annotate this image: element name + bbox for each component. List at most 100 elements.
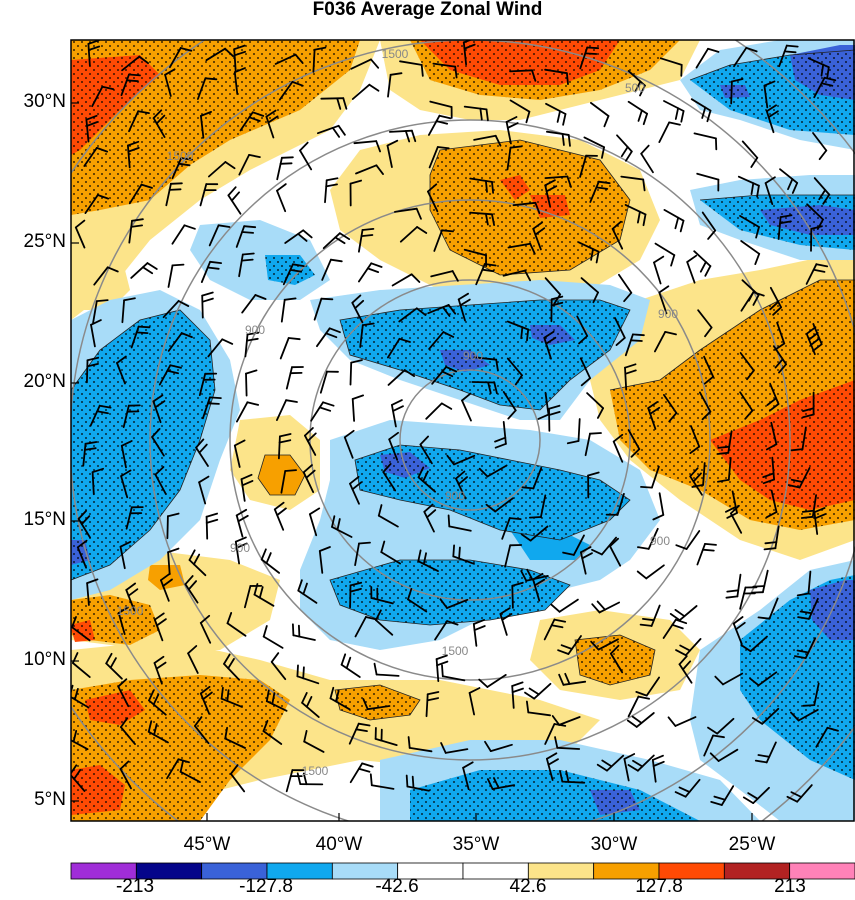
wind-barb-feather: [544, 179, 556, 187]
wind-barb: [226, 622, 247, 637]
wind-barb-feather: [241, 252, 255, 256]
wind-barb: [741, 140, 759, 159]
wind-barb-feather: [675, 544, 688, 550]
wind-barb-feather: [329, 686, 335, 700]
wind-barb: [165, 182, 172, 207]
wind-barb-feather: [392, 405, 404, 412]
wind-barb: [469, 211, 493, 216]
wind-barb: [623, 758, 630, 782]
wind-barb-feather: [630, 339, 643, 342]
wind-barb: [270, 661, 287, 681]
wind-barb-feather: [754, 759, 768, 764]
wind-barb: [159, 579, 170, 602]
wind-barb-feather: [774, 342, 786, 351]
wind-barb-feather: [814, 513, 827, 520]
wind-barb-feather: [712, 734, 725, 739]
wind-barb-feather: [76, 539, 88, 549]
wind-barb-feather: [127, 588, 139, 597]
wind-barb-feather: [790, 711, 800, 722]
wind-barb-feather: [668, 412, 678, 423]
wind-barb-feather: [800, 515, 814, 519]
wind-barb-feather: [634, 80, 642, 93]
wind-barb-feather: [426, 691, 440, 696]
wind-barb-feather: [426, 509, 437, 519]
wind-barb-feather: [454, 65, 458, 79]
wind-barb-feather: [511, 681, 524, 687]
wind-barb-feather: [735, 621, 746, 631]
wind-barb: [507, 242, 532, 249]
contour-label: 900: [230, 541, 250, 555]
wind-barb: [813, 511, 819, 535]
wind-barb-feather: [627, 764, 639, 772]
wind-barb-feather: [524, 691, 536, 700]
wind-barb: [640, 152, 654, 174]
wind-barb-feather: [495, 358, 499, 372]
wind-barb-feather: [778, 363, 787, 374]
wind-barb: [546, 130, 570, 136]
wind-barb-feather: [294, 53, 304, 64]
wind-barb-feather: [86, 121, 99, 127]
wind-barb-feather: [505, 116, 518, 123]
wind-barb: [739, 586, 747, 610]
wind-barb: [645, 564, 665, 580]
wind-barb-feather: [623, 291, 633, 303]
colorbar-label-2: -127.8: [239, 876, 293, 897]
wind-barb-feather: [597, 180, 611, 185]
wind-barb-feather: [531, 69, 537, 82]
wind-barb-feather: [826, 66, 830, 79]
wind-barb: [770, 421, 778, 446]
wind-barb: [720, 785, 735, 806]
wind-barb-feather: [234, 536, 247, 543]
wind-barb-feather: [416, 226, 428, 234]
wind-barb-feather: [445, 365, 458, 373]
wind-barb-feather: [689, 467, 699, 478]
wind-barb: [580, 551, 587, 575]
wind-barb-feather: [446, 454, 455, 466]
wind-barb: [125, 506, 133, 530]
wind-barb-feather: [223, 653, 231, 665]
wind-barb-feather: [351, 394, 365, 400]
wind-barb-feather: [812, 343, 823, 352]
colorbar-label-4: 42.6: [509, 876, 547, 897]
wind-barb: [119, 545, 126, 570]
wind-barb: [545, 102, 567, 115]
wind-barb-feather: [802, 704, 816, 707]
wind-barb-feather: [745, 47, 758, 53]
wind-barb-feather: [164, 68, 176, 76]
wind-barb-feather: [752, 294, 760, 306]
wind-barb-feather: [201, 297, 214, 303]
wind-barb-feather: [377, 504, 383, 517]
wind-barb: [284, 229, 305, 244]
wind-barb-feather: [187, 580, 198, 591]
wind-barb-feather: [188, 549, 196, 561]
wind-barb-feather: [725, 505, 737, 513]
wind-barb-feather: [167, 547, 180, 554]
wind-barb: [462, 41, 468, 66]
wind-barb-feather: [611, 220, 622, 230]
wind-barb-feather: [254, 294, 267, 300]
wind-barb-feather: [248, 116, 261, 122]
wind-barb-feather: [297, 579, 303, 592]
wind-barb-feather: [451, 270, 459, 282]
wind-barb: [653, 261, 662, 285]
wind-barb-feather: [410, 273, 421, 283]
wind-barb-feather: [243, 225, 257, 229]
wind-barb: [674, 716, 697, 727]
wind-barb-feather: [590, 640, 600, 651]
wind-barb-feather: [198, 475, 210, 484]
wind-barb: [349, 762, 364, 784]
wind-barb-feather: [179, 760, 184, 773]
wind-barb-feather: [511, 687, 524, 693]
contour-label: 900: [463, 349, 483, 363]
wind-barb: [205, 47, 227, 62]
wind-barb-feather: [195, 438, 205, 449]
wind-barb-feather: [637, 210, 641, 224]
wind-barb-feather: [766, 397, 777, 406]
wind-barb: [91, 85, 104, 108]
wind-barb-feather: [810, 225, 823, 230]
wind-barb-feather: [543, 330, 555, 339]
wind-barb-feather: [230, 191, 241, 202]
colorbar: [70, 862, 855, 880]
wind-barb: [678, 663, 693, 684]
wind-barb-feather: [651, 754, 664, 761]
